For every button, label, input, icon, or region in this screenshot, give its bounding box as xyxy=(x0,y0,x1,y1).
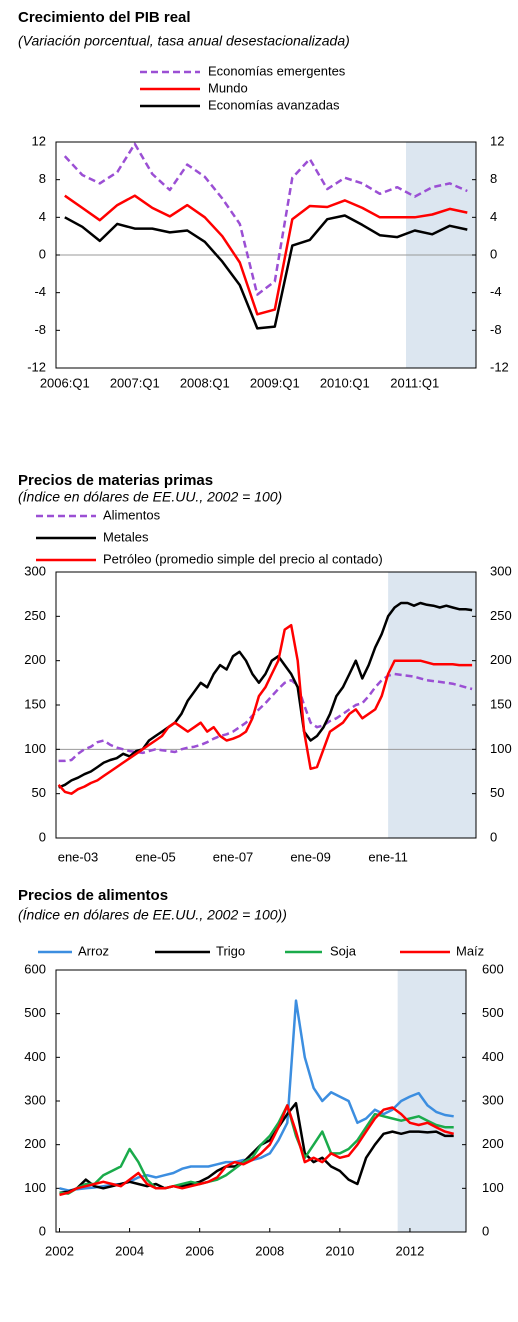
y2-tick-label: 100 xyxy=(490,741,512,756)
y-tick-label: 300 xyxy=(24,1092,46,1107)
y-tick-label: 250 xyxy=(24,608,46,623)
y-tick-label: 4 xyxy=(39,209,46,224)
x-tick-label: 2002 xyxy=(45,1243,74,1258)
series-line xyxy=(58,601,473,789)
plot-frame xyxy=(55,571,477,839)
chart-subtitle: (Variación porcentual, tasa anual desest… xyxy=(18,33,350,49)
legend-label: Economías avanzadas xyxy=(208,97,340,112)
series-line xyxy=(59,1101,454,1194)
y2-tick-label: 250 xyxy=(490,608,512,623)
legend-label: Arroz xyxy=(78,943,109,958)
series-line xyxy=(59,1104,454,1195)
x-tick-label: 2004 xyxy=(115,1243,144,1258)
y2-tick-label: 4 xyxy=(490,209,497,224)
y2-tick-label: 100 xyxy=(482,1180,504,1195)
y2-tick-label: 0 xyxy=(482,1223,489,1238)
x-tick-label: ene-03 xyxy=(58,849,98,864)
chart-title: Precios de materias primas xyxy=(18,472,213,489)
chart-title: Crecimiento del PIB real xyxy=(18,9,191,26)
series-line xyxy=(64,214,468,330)
x-tick-label: ene-07 xyxy=(213,849,253,864)
x-tick-label: 2009:Q1 xyxy=(250,375,300,390)
series-line xyxy=(64,194,468,316)
legend-label: Economías emergentes xyxy=(208,63,346,78)
projection-shade xyxy=(397,970,466,1232)
y2-tick-label: 12 xyxy=(490,133,504,148)
y2-tick-label: 300 xyxy=(482,1092,504,1107)
x-tick-label: 2012 xyxy=(395,1243,424,1258)
y2-tick-label: 200 xyxy=(482,1136,504,1151)
x-tick-label: 2010:Q1 xyxy=(320,375,370,390)
y2-tick-label: -12 xyxy=(490,359,509,374)
plot-frame xyxy=(55,141,477,369)
x-tick-label: 2006:Q1 xyxy=(40,375,90,390)
y2-tick-label: 400 xyxy=(482,1049,504,1064)
y-tick-label: 300 xyxy=(24,563,46,578)
plot-frame xyxy=(55,969,467,1233)
y-tick-label: 100 xyxy=(24,741,46,756)
legend-label: Petróleo (promedio simple del precio al … xyxy=(103,551,383,566)
y-tick-label: 600 xyxy=(24,961,46,976)
y-tick-label: 200 xyxy=(24,652,46,667)
x-tick-label: ene-05 xyxy=(135,849,175,864)
y-tick-label: -12 xyxy=(27,359,46,374)
y-tick-label: 400 xyxy=(24,1049,46,1064)
y-tick-label: 0 xyxy=(39,829,46,844)
y-tick-label: 12 xyxy=(32,133,46,148)
y2-tick-label: 0 xyxy=(490,246,497,261)
y2-tick-label: -8 xyxy=(490,322,502,337)
projection-shade xyxy=(388,572,476,838)
legend-label: Soja xyxy=(330,943,357,958)
y-tick-label: 100 xyxy=(24,1180,46,1195)
chart-subtitle: (Índice en dólares de EE.UU., 2002 = 100… xyxy=(18,489,282,505)
chart-title: Precios de alimentos xyxy=(18,887,168,904)
x-tick-label: ene-11 xyxy=(368,849,408,864)
y2-tick-label: 300 xyxy=(490,563,512,578)
legend-label: Metales xyxy=(103,529,149,544)
x-tick-label: 2006 xyxy=(185,1243,214,1258)
y2-tick-label: 200 xyxy=(490,652,512,667)
y-tick-label: 0 xyxy=(39,1223,46,1238)
x-tick-label: 2007:Q1 xyxy=(110,375,160,390)
y-tick-label: -4 xyxy=(34,284,46,299)
y-tick-label: 150 xyxy=(24,696,46,711)
y2-tick-label: 500 xyxy=(482,1005,504,1020)
series-line xyxy=(57,623,473,795)
legend-label: Trigo xyxy=(216,943,245,958)
y2-tick-label: 50 xyxy=(490,785,504,800)
y-tick-label: 200 xyxy=(24,1136,46,1151)
legend-label: Alimentos xyxy=(103,507,161,522)
y2-tick-label: 150 xyxy=(490,696,512,711)
chart-subtitle: (Índice en dólares de EE.UU., 2002 = 100… xyxy=(18,907,287,923)
series-line xyxy=(63,142,468,296)
y2-tick-label: 0 xyxy=(490,829,497,844)
y-tick-label: 0 xyxy=(39,246,46,261)
y-tick-label: 8 xyxy=(39,171,46,186)
x-tick-label: 2008 xyxy=(255,1243,284,1258)
y2-tick-label: -4 xyxy=(490,284,502,299)
y-tick-label: 50 xyxy=(32,785,46,800)
y2-tick-label: 600 xyxy=(482,961,504,976)
series-line xyxy=(58,672,473,763)
legend-label: Maíz xyxy=(456,943,484,958)
legend-label: Mundo xyxy=(208,80,248,95)
x-tick-label: ene-09 xyxy=(290,849,330,864)
x-tick-label: 2010 xyxy=(325,1243,354,1258)
y-tick-label: 500 xyxy=(24,1005,46,1020)
y2-tick-label: 8 xyxy=(490,171,497,186)
x-tick-label: 2011:Q1 xyxy=(390,375,439,390)
series-line xyxy=(59,999,454,1192)
x-tick-label: 2008:Q1 xyxy=(180,375,230,390)
y-tick-label: -8 xyxy=(34,322,46,337)
series-line xyxy=(59,1104,455,1197)
